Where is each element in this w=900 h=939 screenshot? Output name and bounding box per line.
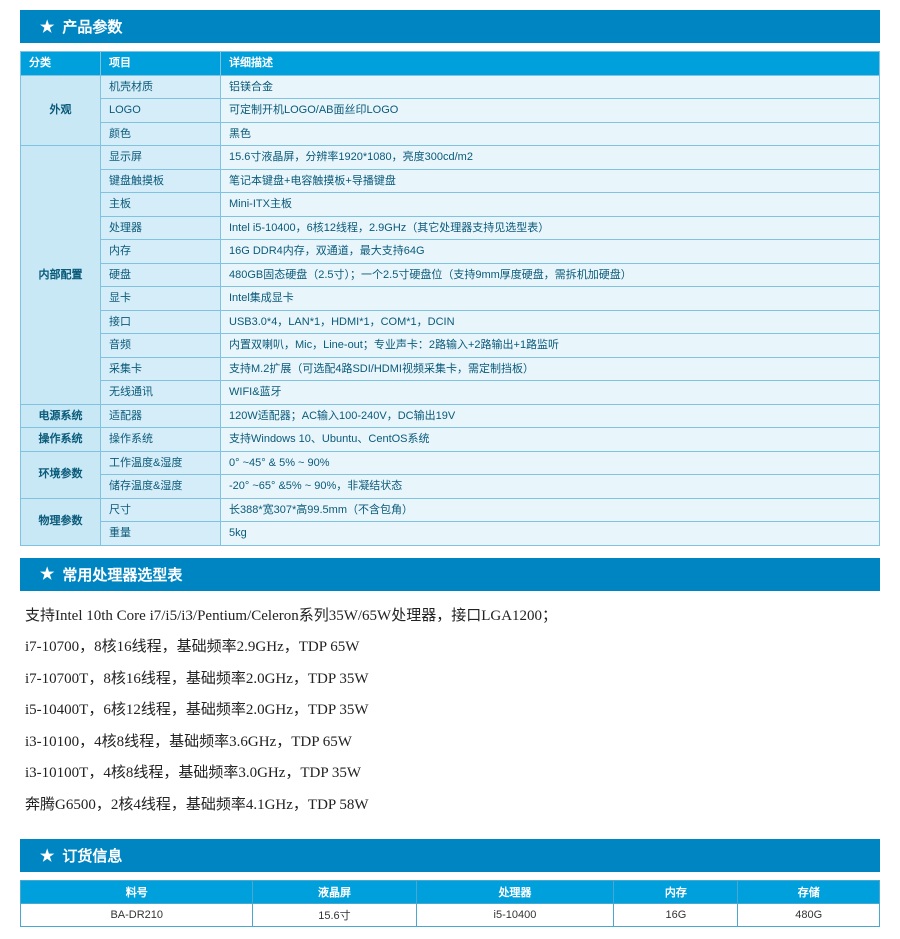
processor-line: i7-10700T，8核16线程，基础频率2.0GHz，TDP 35W bbox=[25, 664, 875, 696]
section-title-proc: 常用处理器选型表 bbox=[62, 564, 182, 585]
spec-item-cell: 尺寸 bbox=[101, 498, 221, 522]
spec-item-cell: 显示屏 bbox=[101, 146, 221, 170]
spec-item-cell: 储存温度&湿度 bbox=[101, 475, 221, 499]
spec-desc-cell: 可定制开机LOGO/AB面丝印LOGO bbox=[221, 99, 880, 123]
order-header-cell: 液晶屏 bbox=[253, 881, 416, 904]
spec-desc-cell: WIFI&蓝牙 bbox=[221, 381, 880, 405]
spec-item-cell: 操作系统 bbox=[101, 428, 221, 452]
spec-item-cell: 重量 bbox=[101, 522, 221, 546]
spec-desc-cell: 支持M.2扩展（可选配4路SDI/HDMI视频采集卡，需定制挡板） bbox=[221, 357, 880, 381]
spec-item-cell: 适配器 bbox=[101, 404, 221, 428]
spec-desc-cell: USB3.0*4，LAN*1，HDMI*1，COM*1，DCIN bbox=[221, 310, 880, 334]
processor-line: 奔腾G6500，2核4线程，基础频率4.1GHz，TDP 58W bbox=[25, 790, 875, 822]
spec-item-cell: 显卡 bbox=[101, 287, 221, 311]
spec-item-cell: 键盘触摸板 bbox=[101, 169, 221, 193]
spec-desc-cell: 480GB固态硬盘（2.5寸）；一个2.5寸硬盘位（支持9mm厚度硬盘，需拆机加… bbox=[221, 263, 880, 287]
order-cell: BA-DR210 bbox=[21, 904, 253, 927]
spec-item-cell: 硬盘 bbox=[101, 263, 221, 287]
spec-desc-cell: 笔记本键盘+电容触摸板+导播键盘 bbox=[221, 169, 880, 193]
spec-desc-cell: Intel集成显卡 bbox=[221, 287, 880, 311]
spec-item-cell: 颜色 bbox=[101, 122, 221, 146]
spec-desc-cell: 16G DDR4内存，双通道，最大支持64G bbox=[221, 240, 880, 264]
spec-header-cat: 分类 bbox=[21, 52, 101, 76]
spec-desc-cell: 长388*宽307*高99.5mm（不含包角） bbox=[221, 498, 880, 522]
spec-item-cell: 音频 bbox=[101, 334, 221, 358]
spec-desc-cell: Mini-ITX主板 bbox=[221, 193, 880, 217]
spec-item-cell: 接口 bbox=[101, 310, 221, 334]
section-header-order: ★ 订货信息 bbox=[20, 839, 880, 872]
spec-item-cell: 无线通讯 bbox=[101, 381, 221, 405]
order-header-cell: 料号 bbox=[21, 881, 253, 904]
spec-desc-cell: 铝镁合金 bbox=[221, 75, 880, 99]
processor-line: 支持Intel 10th Core i7/i5/i3/Pentium/Celer… bbox=[25, 601, 875, 633]
spec-desc-cell: 内置双喇叭，Mic，Line-out；专业声卡：2路输入+2路输出+1路监听 bbox=[221, 334, 880, 358]
spec-category-cell: 内部配置 bbox=[21, 146, 101, 405]
spec-desc-cell: -20° ~65° &5% ~ 90%，非凝结状态 bbox=[221, 475, 880, 499]
spec-header-item: 项目 bbox=[101, 52, 221, 76]
spec-table: 分类 项目 详细描述 外观机壳材质铝镁合金LOGO可定制开机LOGO/AB面丝印… bbox=[20, 51, 880, 546]
spec-category-cell: 物理参数 bbox=[21, 498, 101, 545]
spec-item-cell: LOGO bbox=[101, 99, 221, 123]
spec-desc-cell: 5kg bbox=[221, 522, 880, 546]
processor-line: i7-10700，8核16线程，基础频率2.9GHz，TDP 65W bbox=[25, 632, 875, 664]
spec-item-cell: 机壳材质 bbox=[101, 75, 221, 99]
section-header-spec: ★ 产品参数 bbox=[20, 10, 880, 43]
star-icon: ★ bbox=[40, 17, 54, 37]
spec-desc-cell: 黑色 bbox=[221, 122, 880, 146]
processor-line: i3-10100，4核8线程，基础频率3.6GHz，TDP 65W bbox=[25, 727, 875, 759]
spec-desc-cell: 15.6寸液晶屏，分辨率1920*1080，亮度300cd/m2 bbox=[221, 146, 880, 170]
spec-item-cell: 工作温度&湿度 bbox=[101, 451, 221, 475]
star-icon: ★ bbox=[40, 564, 54, 584]
spec-category-cell: 电源系统 bbox=[21, 404, 101, 428]
order-header-cell: 存储 bbox=[738, 881, 880, 904]
spec-header-desc: 详细描述 bbox=[221, 52, 880, 76]
processor-line: i5-10400T，6核12线程，基础频率2.0GHz，TDP 35W bbox=[25, 695, 875, 727]
spec-item-cell: 处理器 bbox=[101, 216, 221, 240]
order-cell: 15.6寸 bbox=[253, 904, 416, 927]
spec-item-cell: 采集卡 bbox=[101, 357, 221, 381]
section-title-order: 订货信息 bbox=[62, 845, 122, 866]
spec-category-cell: 操作系统 bbox=[21, 428, 101, 452]
section-header-proc: ★ 常用处理器选型表 bbox=[20, 558, 880, 591]
spec-category-cell: 外观 bbox=[21, 75, 101, 146]
order-cell: 480G bbox=[738, 904, 880, 927]
processor-line: i3-10100T，4核8线程，基础频率3.0GHz，TDP 35W bbox=[25, 758, 875, 790]
order-cell: 16G bbox=[614, 904, 738, 927]
order-table: 料号液晶屏处理器内存存储 BA-DR21015.6寸i5-1040016G480… bbox=[20, 880, 880, 927]
order-header-cell: 处理器 bbox=[416, 881, 614, 904]
star-icon: ★ bbox=[40, 846, 54, 866]
processor-list: 支持Intel 10th Core i7/i5/i3/Pentium/Celer… bbox=[25, 601, 875, 822]
order-header-cell: 内存 bbox=[614, 881, 738, 904]
spec-category-cell: 环境参数 bbox=[21, 451, 101, 498]
section-title-spec: 产品参数 bbox=[62, 16, 122, 37]
spec-desc-cell: 120W适配器；AC输入100-240V，DC输出19V bbox=[221, 404, 880, 428]
spec-desc-cell: 0° ~45° & 5% ~ 90% bbox=[221, 451, 880, 475]
spec-desc-cell: 支持Windows 10、Ubuntu、CentOS系统 bbox=[221, 428, 880, 452]
order-cell: i5-10400 bbox=[416, 904, 614, 927]
spec-desc-cell: Intel i5-10400，6核12线程，2.9GHz（其它处理器支持见选型表… bbox=[221, 216, 880, 240]
spec-item-cell: 主板 bbox=[101, 193, 221, 217]
spec-item-cell: 内存 bbox=[101, 240, 221, 264]
